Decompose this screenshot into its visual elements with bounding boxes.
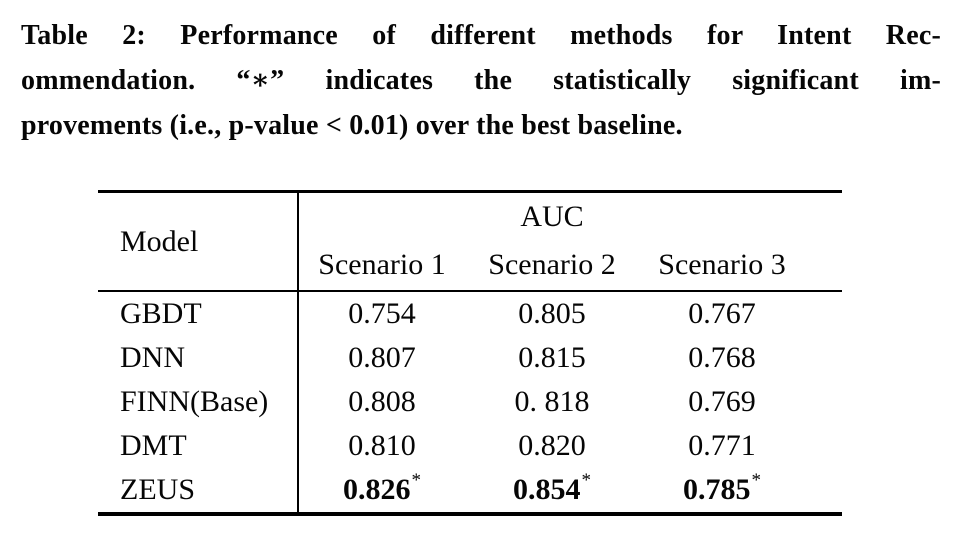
auc-value: 0.807 bbox=[348, 341, 416, 374]
table-row-dmt: DMT 0.810 0.820 0.771 bbox=[98, 424, 842, 468]
significance-asterisk: * bbox=[581, 470, 592, 491]
table-bottom-rule bbox=[98, 512, 842, 516]
auc-value: 0.767 bbox=[688, 297, 756, 330]
auc-column-group: AUC Scenario 1 Scenario 2 Scenario 3 bbox=[297, 193, 842, 290]
auc-value: 0.769 bbox=[688, 385, 756, 418]
results-table: Model AUC Scenario 1 Scenario 2 Scenario… bbox=[98, 190, 842, 516]
auc-value: 0.810 bbox=[348, 429, 416, 462]
table-body: GBDT 0.754 0.805 0.767 DNN 0.807 0.815 0… bbox=[98, 292, 842, 512]
significance-asterisk: * bbox=[411, 470, 422, 491]
model-name: DNN bbox=[120, 341, 185, 374]
model-name: DMT bbox=[120, 429, 187, 462]
auc-value: 0.815 bbox=[518, 341, 586, 374]
auc-value: 0.754 bbox=[348, 297, 416, 330]
auc-value: 0.771 bbox=[688, 429, 756, 462]
auc-value: 0. 818 bbox=[514, 385, 590, 418]
table-row-finn-base: FINN(Base) 0.808 0. 818 0.769 bbox=[98, 380, 842, 424]
table-row-zeus: ZEUS 0.826* 0.854* 0.785* bbox=[98, 468, 842, 512]
model-column-header: Model bbox=[120, 224, 199, 258]
table-row-dnn: DNN 0.807 0.815 0.768 bbox=[98, 336, 842, 380]
table-top-rule bbox=[98, 190, 842, 193]
table-header-rule bbox=[98, 290, 842, 292]
auc-value-best: 0.854* bbox=[467, 470, 637, 507]
significance-asterisk: * bbox=[751, 470, 762, 491]
caption-line-1: Table 2: Performance of different method… bbox=[21, 20, 941, 51]
column-header-scenario-3: Scenario 3 bbox=[658, 248, 786, 281]
best-value: 0.785 bbox=[683, 473, 751, 506]
caption-line-3: provements (i.e., p-value < 0.01) over t… bbox=[21, 110, 683, 141]
table-caption: Table 2: Performance of different method… bbox=[21, 13, 941, 148]
auc-value: 0.805 bbox=[518, 297, 586, 330]
model-name: FINN(Base) bbox=[120, 385, 269, 418]
caption-line-2: ommendation. “∗” indicates the statistic… bbox=[21, 65, 941, 96]
subheader-row: Scenario 1 Scenario 2 Scenario 3 bbox=[297, 240, 842, 290]
column-divider-line bbox=[297, 193, 299, 512]
auc-value: 0.768 bbox=[688, 341, 756, 374]
model-name: ZEUS bbox=[120, 473, 195, 506]
column-header-scenario-1: Scenario 1 bbox=[318, 248, 446, 281]
column-header-scenario-2: Scenario 2 bbox=[488, 248, 616, 281]
best-value: 0.854 bbox=[513, 473, 581, 506]
auc-value-best: 0.826* bbox=[297, 470, 467, 507]
auc-value: 0.808 bbox=[348, 385, 416, 418]
auc-group-header: AUC bbox=[520, 199, 584, 233]
table-header-row: Model AUC Scenario 1 Scenario 2 Scenario… bbox=[98, 193, 842, 290]
table-row-gbdt: GBDT 0.754 0.805 0.767 bbox=[98, 292, 842, 336]
model-name: GBDT bbox=[120, 297, 202, 330]
auc-value: 0.820 bbox=[518, 429, 586, 462]
best-value: 0.826 bbox=[343, 473, 411, 506]
auc-value-best: 0.785* bbox=[637, 470, 807, 507]
